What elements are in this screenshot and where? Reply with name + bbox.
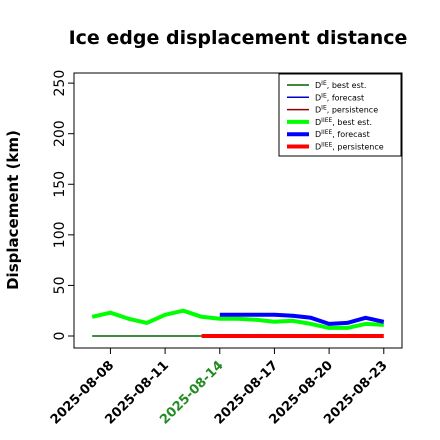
series-line-diiee-forecast: [219, 312, 385, 326]
y-tick-label: 150: [52, 171, 68, 198]
chart-title: Ice edge displacement distance: [69, 27, 408, 49]
legend-label-diiee-best: DIIEE, best est.: [315, 117, 372, 127]
legend-label-diiee-persistence: DIIEE, persistence: [315, 142, 384, 152]
y-tick-label: 200: [52, 120, 68, 147]
legend-box: [278, 73, 402, 157]
legend-label-de-best: DIE, best est.: [315, 80, 366, 90]
series-line-diiee-best: [91, 308, 384, 330]
legend-label-diiee-forecast: DIIEE, forecast: [315, 129, 370, 139]
y-tick-label: 50: [52, 277, 68, 295]
legend-label-de-persistence: DIE, persistence: [315, 105, 378, 115]
y-tick-label: 250: [52, 70, 68, 97]
legend-label-de-forecast: DIE, forecast: [315, 92, 364, 102]
y-tick-label: 0: [52, 332, 68, 341]
plot-frame: [73, 72, 403, 349]
y-tick-label: 100: [52, 221, 68, 248]
y-axis-label: Displacement (km): [4, 130, 22, 290]
